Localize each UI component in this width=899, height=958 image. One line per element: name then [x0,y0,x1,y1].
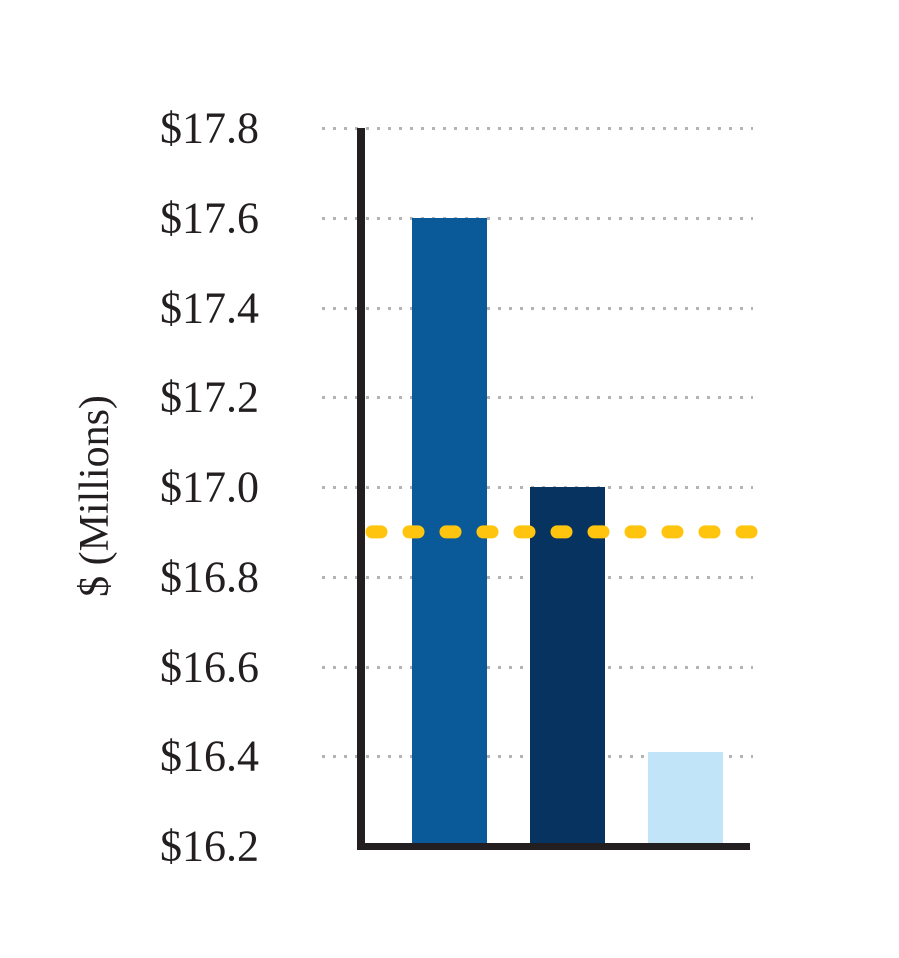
bar [648,751,723,844]
bar [412,217,487,844]
y-tick-label: $16.4 [160,731,259,781]
bar [530,487,605,844]
y-gridline [322,216,753,220]
y-tick-label: $16.8 [160,552,259,602]
y-tick-label: $16.2 [160,821,259,871]
y-tick-label: $17.4 [160,283,259,332]
x-axis-line [357,843,750,850]
y-tick-label: $17.6 [160,193,259,243]
y-tick-label: $16.6 [160,642,259,691]
y-axis-line [357,128,365,850]
y-tick-label: $17.0 [160,462,259,512]
y-gridline [322,396,753,400]
y-tick-label: $17.8 [160,103,259,153]
y-tick-label: $17.2 [160,372,259,422]
y-gridline [322,127,753,130]
y-axis-title: $ (Millions) [72,395,118,597]
y-gridline [322,306,753,310]
